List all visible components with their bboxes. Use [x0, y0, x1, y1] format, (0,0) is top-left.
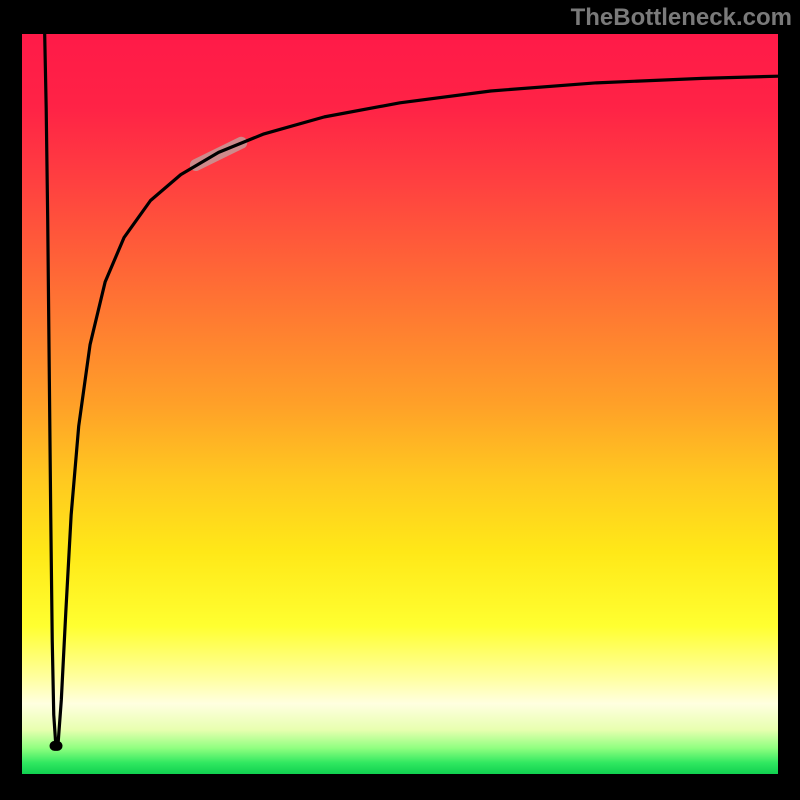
plot-area — [22, 34, 778, 774]
watermark-text: TheBottleneck.com — [571, 4, 792, 32]
chart-container: TheBottleneck.com — [0, 0, 800, 800]
